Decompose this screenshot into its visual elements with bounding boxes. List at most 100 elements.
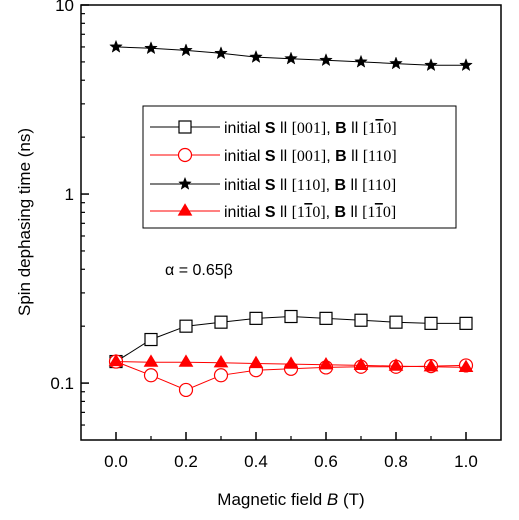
legend-label-part: ll	[276, 177, 292, 194]
data-point	[178, 354, 194, 367]
legend-label-part: ll	[276, 148, 292, 165]
legend-label-part: ll	[346, 177, 362, 194]
legend-label-part: [110]	[292, 177, 326, 194]
data-point	[214, 46, 228, 60]
data-point	[144, 332, 158, 347]
data-point	[389, 315, 403, 329]
x-axis-title-post: (T)	[338, 490, 364, 509]
legend-marker	[178, 120, 192, 134]
x-tick-label: 0.6	[314, 452, 338, 471]
legend-label-part: ll	[276, 204, 292, 221]
legend-label-part: 0]	[383, 204, 396, 221]
data-point	[144, 41, 158, 55]
legend-label-part: B	[335, 120, 347, 137]
legend-marker	[177, 147, 193, 163]
legend-item: initial S ll [110], B ll [110]	[150, 203, 396, 221]
data-point	[179, 319, 193, 333]
legend-label-part: [001]	[292, 120, 327, 137]
legend-label-part: ,	[326, 204, 335, 221]
legend-label-part: B	[335, 204, 347, 221]
legend-label-part: B	[335, 177, 347, 194]
data-point	[284, 309, 298, 324]
legend-label-part: ,	[326, 177, 335, 194]
legend-label-part: ll	[276, 120, 292, 137]
legend-label-part: [110]	[362, 177, 396, 194]
series-layer	[108, 39, 474, 398]
legend-label-part: ll	[346, 204, 362, 221]
legend-label-part: 1	[375, 120, 383, 137]
legend-label-part: initial	[224, 120, 265, 137]
y-tick-label: 1	[65, 185, 74, 204]
data-point	[143, 354, 159, 367]
x-tick-label: 0.8	[384, 452, 408, 471]
legend: initial S ll [001], B ll [110]initial S …	[142, 105, 457, 229]
data-point	[109, 39, 123, 53]
legend-label-part: S	[265, 204, 276, 221]
data-point	[214, 315, 228, 329]
legend-label-part: ,	[326, 120, 335, 137]
legend-marker	[177, 203, 193, 216]
data-point	[283, 356, 299, 369]
y-axis-ticks: 0.1 1 10	[50, 0, 89, 426]
legend-label-part: ll	[347, 120, 363, 137]
data-point	[423, 358, 439, 372]
x-tick-label: 0.4	[244, 452, 268, 471]
legend-label-part: S	[265, 148, 276, 165]
legend-label-part: 0]	[383, 120, 396, 137]
data-point	[354, 313, 368, 327]
legend-label: initial S ll [001], B ll [110]	[224, 148, 397, 165]
legend-label-part: S	[265, 120, 276, 137]
series-4	[108, 353, 474, 373]
legend-label-part: B	[335, 148, 347, 165]
x-axis-title-var: B	[327, 490, 338, 509]
legend-label-part: ll	[347, 148, 363, 165]
legend-label-part: 1	[375, 204, 383, 221]
data-point	[389, 56, 403, 70]
data-point	[249, 311, 263, 325]
data-point	[213, 355, 229, 368]
data-point	[213, 368, 229, 383]
legend-marker	[178, 176, 192, 190]
data-point	[284, 51, 298, 65]
legend-label-part: ,	[326, 148, 335, 165]
legend-label-part: [1	[363, 120, 376, 137]
legend-label-part: [1	[292, 204, 305, 221]
y-axis-title: Spin dephasing time (ns)	[15, 128, 34, 316]
x-tick-label: 1.0	[454, 452, 478, 471]
legend-label-part: 0]	[312, 204, 325, 221]
data-point	[178, 382, 194, 398]
data-point	[424, 316, 438, 330]
data-point	[354, 54, 368, 68]
y-tick-label: 10	[55, 0, 74, 15]
data-point	[249, 49, 263, 63]
data-point	[458, 359, 474, 373]
legend-label-part: initial	[224, 177, 265, 194]
data-point	[318, 356, 334, 370]
legend-item: initial S ll [001], B ll [110]	[150, 120, 397, 137]
legend-label-part: initial	[224, 148, 265, 165]
data-point	[319, 53, 333, 67]
legend-label: initial S ll [110], B ll [110]	[224, 177, 396, 194]
x-axis-title-pre: Magnetic field	[217, 490, 327, 509]
legend-label-part: S	[265, 177, 276, 194]
legend-label-part: initial	[224, 204, 265, 221]
x-tick-label: 0.0	[104, 452, 128, 471]
data-point	[459, 316, 473, 330]
data-point	[143, 368, 159, 383]
alpha-beta-annotation: α = 0.65β	[165, 262, 233, 279]
series-line	[115, 315, 466, 363]
y-tick-label: 0.1	[50, 374, 74, 393]
x-tick-label: 0.2	[174, 452, 198, 471]
legend-label-part: [1	[362, 204, 375, 221]
data-point	[248, 355, 264, 369]
legend-item: initial S ll [110], B ll [110]	[150, 176, 396, 194]
legend-box	[142, 105, 457, 229]
data-point	[319, 311, 333, 325]
legend-label: initial S ll [110], B ll [110]	[224, 204, 396, 221]
data-point	[388, 358, 404, 371]
x-axis-title: Magnetic field B (T)	[217, 490, 364, 509]
legend-label-part: 1	[304, 204, 312, 221]
legend-item: initial S ll [001], B ll [110]	[150, 147, 397, 165]
x-axis-ticks: 0.0 0.2 0.4 0.6 0.8 1.0	[104, 432, 478, 471]
